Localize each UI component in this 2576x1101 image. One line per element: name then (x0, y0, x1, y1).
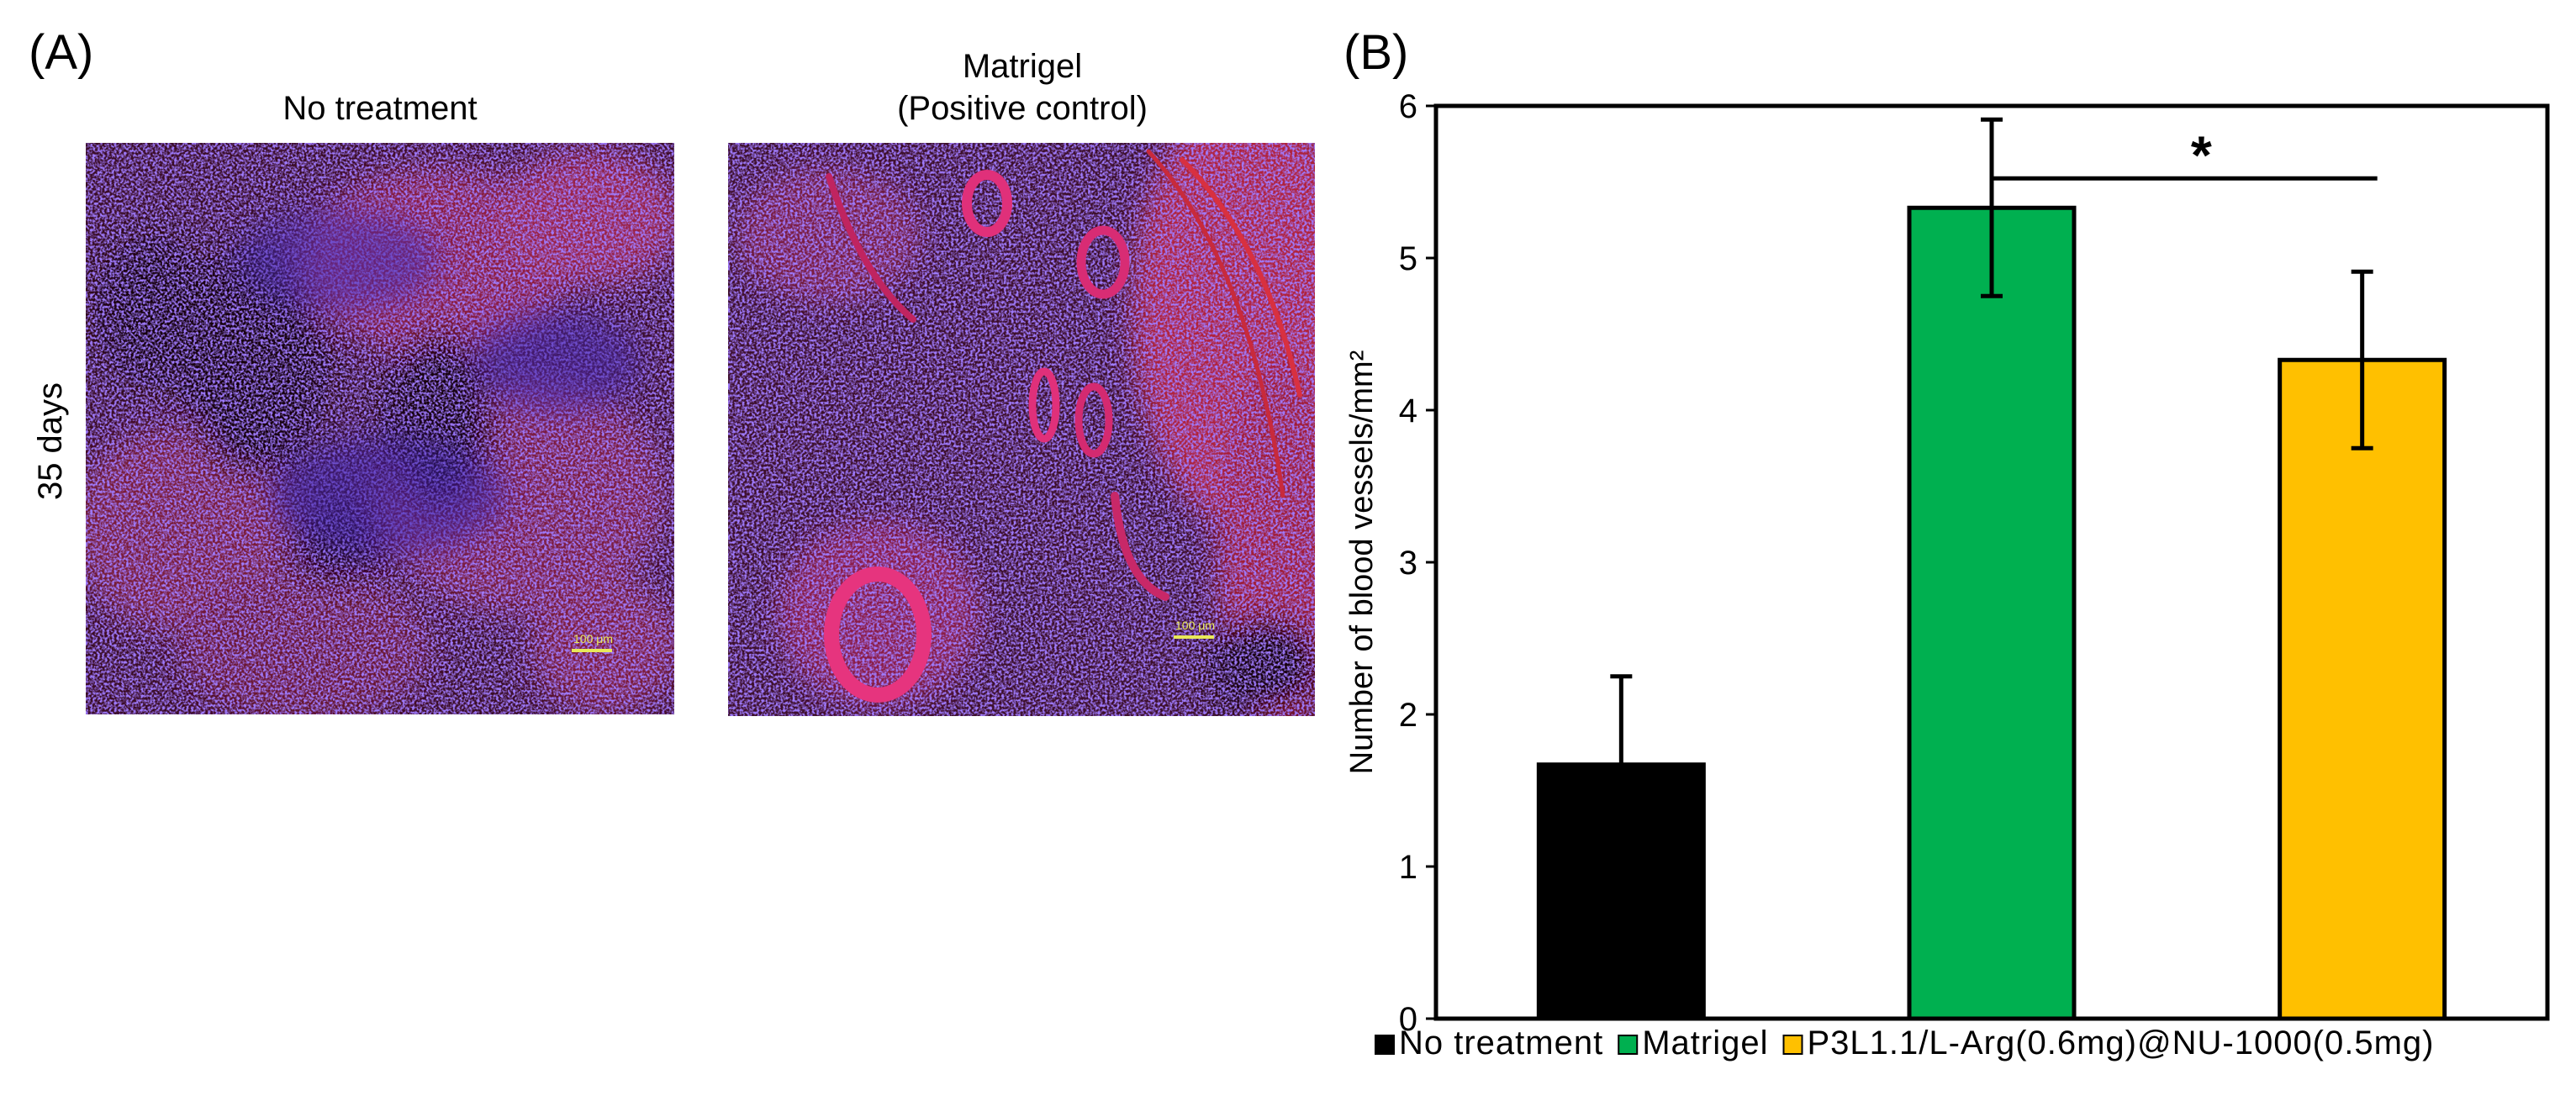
y-tick-label: 4 (1399, 392, 1417, 429)
micrograph-no-treatment-graphic (86, 143, 674, 714)
bars (1536, 205, 2447, 1021)
image-title-line: (Positive control) (897, 90, 1148, 127)
y-tick-label: 6 (1399, 88, 1417, 125)
panel-b-label: (B) (1343, 25, 1409, 80)
scalebar-line (1174, 635, 1214, 639)
scalebar-label: 100 μm (1175, 619, 1215, 632)
bar (2278, 357, 2447, 1021)
error-bars (1610, 117, 2373, 765)
legend: No treatment Matrigel P3L1.1/L-Arg(0.6mg)@… (1375, 1025, 2434, 1061)
significance-label: * (2191, 124, 2212, 185)
image-title-line: Matrigel (962, 48, 1083, 85)
legend-swatch (1618, 1035, 1639, 1055)
y-axis-ticks: 0 1 2 3 4 5 6 (1399, 88, 1436, 1038)
legend-label: No treatment (1399, 1025, 1603, 1061)
bar (1536, 762, 1706, 1021)
micrograph-matrigel: 100 μm (728, 143, 1315, 716)
legend-swatch (1782, 1035, 1803, 1055)
image-title-matrigel: Matrigel (Positive control) (728, 45, 1317, 129)
y-tick-label: 1 (1399, 849, 1417, 886)
legend-swatch (1375, 1035, 1395, 1055)
micrograph-matrigel-graphic (728, 143, 1315, 716)
image-title-no-treatment: No treatment (86, 87, 674, 129)
image-title-line: No treatment (282, 90, 478, 127)
bar (1907, 205, 2077, 1021)
legend-label: Matrigel (1642, 1025, 1768, 1061)
y-tick-label: 2 (1399, 697, 1417, 734)
y-tick-label: 5 (1399, 240, 1417, 277)
legend-label: P3L1.1/L-Arg(0.6mg)@NU-1000(0.5mg) (1807, 1025, 2434, 1061)
y-tick-label: 3 (1399, 545, 1417, 582)
y-axis-label: Number of blood vessels/mm² (1344, 350, 1380, 775)
scalebar-line (572, 649, 612, 652)
scalebar-label: 100 μm (573, 632, 613, 645)
micrograph-no-treatment: 100 μm (86, 143, 674, 714)
panel-a-label: (A) (29, 25, 94, 80)
significance-markers: * (1992, 124, 2378, 185)
y-tick-label: 0 (1399, 1001, 1417, 1038)
